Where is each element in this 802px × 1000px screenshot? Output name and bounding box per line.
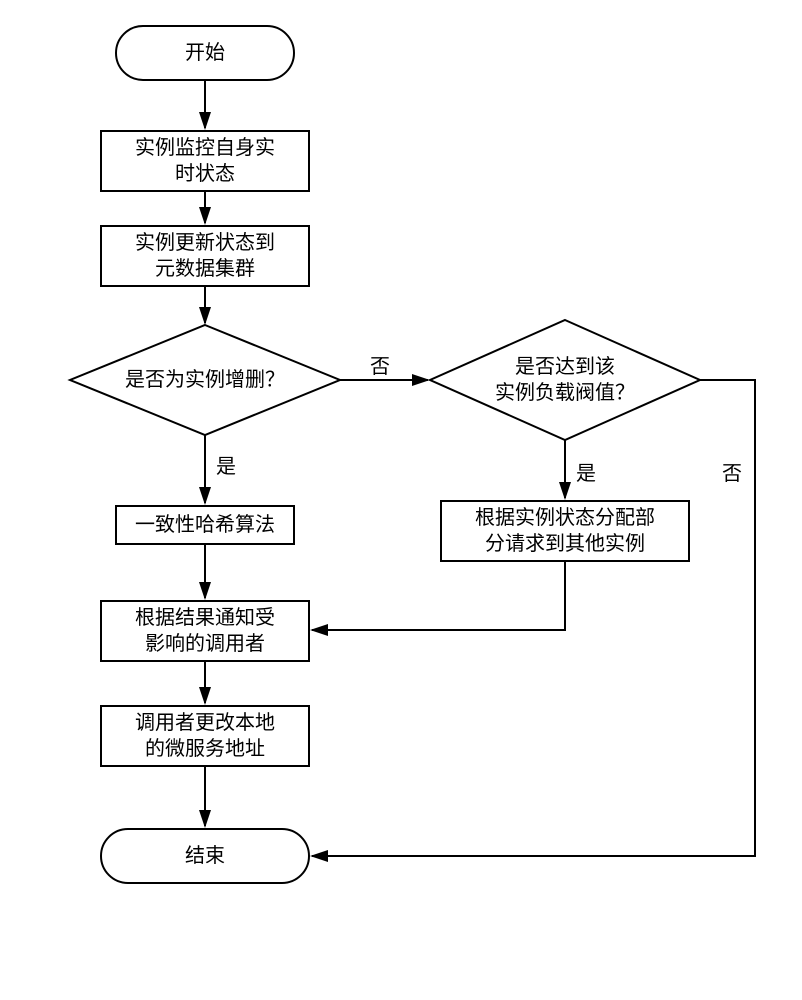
monitor-label: 实例监控自身实 时状态 <box>135 135 275 187</box>
assign-node: 根据实例状态分配部 分请求到其他实例 <box>440 500 690 562</box>
edge-label-d-add-yes: 是 <box>216 450 236 479</box>
notify-label: 根据结果通知受 影响的调用者 <box>135 605 275 657</box>
end-node: 结束 <box>100 828 310 884</box>
edge-label-d-load-yes: 是 <box>576 457 596 486</box>
hash-label: 一致性哈希算法 <box>135 512 275 538</box>
start-label: 开始 <box>185 40 225 66</box>
hash-node: 一致性哈希算法 <box>115 505 295 545</box>
flowchart-canvas: 开始 结束 实例监控自身实 时状态 实例更新状态到 元数据集群 一致性哈希算法 … <box>0 0 802 1000</box>
caller-node: 调用者更改本地 的微服务地址 <box>100 705 310 767</box>
edge-label-d-load-no: 否 <box>722 457 742 486</box>
update-node: 实例更新状态到 元数据集群 <box>100 225 310 287</box>
assign-label: 根据实例状态分配部 分请求到其他实例 <box>475 505 655 557</box>
caller-label: 调用者更改本地 的微服务地址 <box>135 710 275 762</box>
notify-node: 根据结果通知受 影响的调用者 <box>100 600 310 662</box>
edge-label-d-add-no: 否 <box>370 350 390 379</box>
monitor-node: 实例监控自身实 时状态 <box>100 130 310 192</box>
end-label: 结束 <box>185 843 225 869</box>
start-node: 开始 <box>115 25 295 81</box>
update-label: 实例更新状态到 元数据集群 <box>135 230 275 282</box>
